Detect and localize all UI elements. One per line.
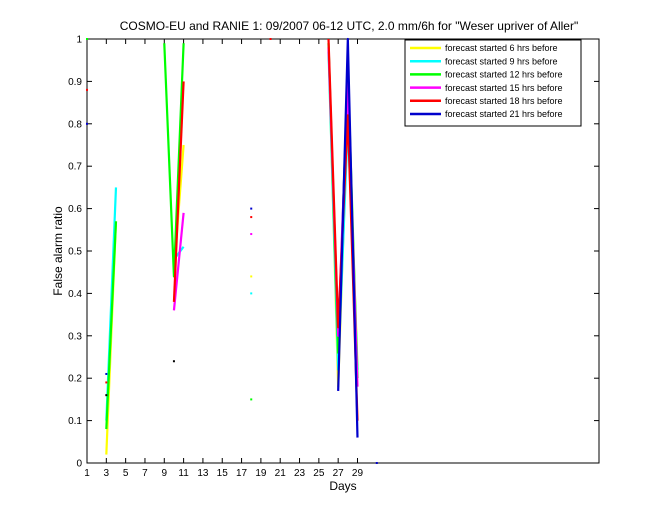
x-tick-label: 11 — [178, 468, 189, 479]
legend-box — [404, 39, 582, 127]
y-tick-label: 0.1 — [68, 416, 82, 427]
data-point — [86, 88, 88, 91]
x-tick-label: 13 — [197, 468, 209, 479]
y-tick-label: 0.6 — [68, 204, 82, 215]
x-tick-label: 15 — [217, 468, 229, 479]
x-tick-label: 1 — [84, 468, 90, 479]
x-tick-label: 27 — [333, 468, 345, 479]
isolated-points — [86, 38, 378, 464]
series-line — [337, 37, 359, 438]
x-tick-label: 25 — [313, 468, 325, 479]
legend-entry: forecast started 9 hrs before — [445, 56, 558, 66]
data-point — [250, 292, 253, 295]
y-tick-label: 0.5 — [68, 247, 82, 258]
x-tick-label: 3 — [104, 468, 110, 479]
legend-entry: forecast started 12 hrs before — [445, 70, 563, 80]
data-point — [250, 233, 253, 236]
y-tick-label: 0.8 — [68, 119, 82, 130]
x-tick-label: 29 — [352, 468, 364, 479]
series-line — [172, 212, 185, 311]
series-line — [163, 43, 185, 278]
data-point — [250, 216, 253, 219]
x-tick-label: 5 — [123, 468, 129, 479]
series-line — [105, 221, 118, 430]
legend-entry: forecast started 6 hrs before — [445, 43, 558, 53]
data-point — [86, 38, 88, 40]
x-tick-label: 21 — [275, 468, 287, 479]
data-point — [105, 381, 108, 384]
legend-entry: forecast started 21 hrs before — [445, 109, 563, 119]
x-axis-label: Days — [329, 479, 356, 493]
data-point — [105, 394, 108, 397]
axis-ticks: 1 3 5 7 9 11 13 15 17 19 21 23 25 27 2900.10.20.30.40.… — [68, 35, 599, 479]
y-tick-label: 0.4 — [68, 289, 82, 300]
legend-entry: forecast started 15 hrs before — [445, 83, 563, 93]
data-point — [250, 398, 253, 401]
series-line — [172, 81, 185, 302]
x-tick-label: 19 — [255, 468, 267, 479]
data-point — [172, 360, 175, 363]
x-tick-label: 7 — [142, 468, 148, 479]
y-tick-label: 0.7 — [68, 162, 82, 173]
y-tick-label: 0.2 — [68, 374, 82, 385]
data-point — [269, 38, 272, 40]
y-tick-label: 0 — [76, 459, 82, 470]
data-point — [250, 207, 253, 210]
x-tick-label: 17 — [236, 468, 248, 479]
data-point — [105, 372, 108, 375]
x-tick-label: 23 — [294, 468, 306, 479]
y-axis-label: False alarm ratio — [51, 206, 65, 296]
data-point — [250, 275, 253, 278]
chart-title: COSMO-EU and RANIE 1: 09/2007 06-12 UTC,… — [120, 19, 578, 33]
series-lines — [105, 37, 359, 455]
data-point — [86, 122, 88, 125]
legend-entry: forecast started 18 hrs before — [445, 96, 563, 106]
data-point — [375, 462, 378, 464]
x-tick-label: 9 — [162, 468, 168, 479]
legend: forecast started 6 hrs before forecast st… — [404, 39, 582, 127]
y-tick-label: 1 — [76, 35, 82, 46]
y-tick-label: 0.3 — [68, 331, 82, 342]
y-tick-label: 0.9 — [68, 77, 82, 88]
